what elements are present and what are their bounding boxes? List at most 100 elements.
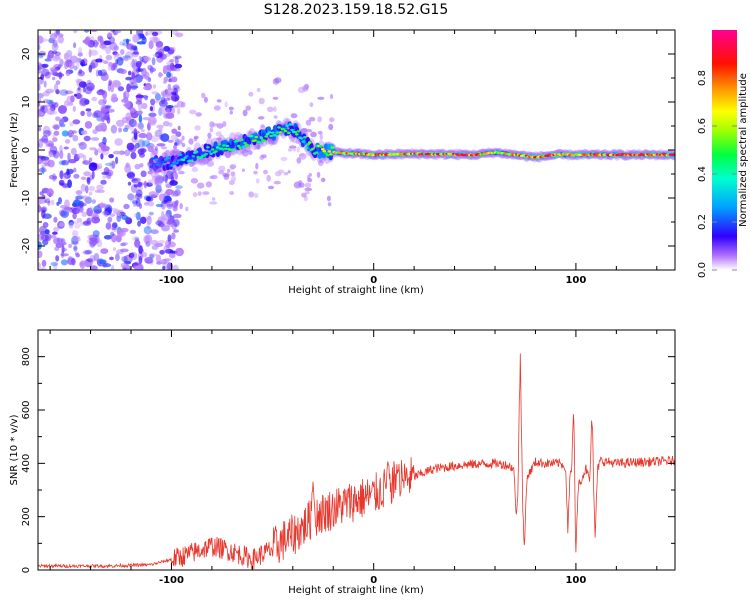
ridge-core bbox=[283, 129, 288, 133]
ridge-core bbox=[176, 159, 181, 162]
ridge-core bbox=[225, 144, 230, 148]
noise-blob bbox=[189, 109, 197, 115]
ridge-core bbox=[304, 146, 309, 150]
noise-blob bbox=[108, 80, 112, 87]
noise-blob bbox=[145, 182, 153, 187]
noise-blob bbox=[308, 116, 316, 122]
noise-blob bbox=[88, 191, 93, 196]
noise-blob bbox=[73, 167, 77, 173]
noise-blob bbox=[135, 94, 144, 99]
noise-blob bbox=[66, 95, 73, 104]
ridge-core bbox=[241, 145, 246, 148]
noise-blob bbox=[38, 35, 44, 44]
noise-blob bbox=[163, 97, 171, 102]
noise-blob bbox=[58, 105, 67, 114]
noise-blob bbox=[78, 261, 85, 267]
noise-blob bbox=[171, 95, 176, 101]
noise-blob bbox=[304, 182, 312, 188]
ridge-outer bbox=[213, 141, 218, 148]
noise-blob bbox=[137, 181, 142, 188]
noise-blob bbox=[130, 251, 138, 260]
noise-blob bbox=[53, 216, 58, 223]
noise-blob bbox=[38, 67, 42, 74]
noise-blob bbox=[259, 154, 265, 160]
noise-blob bbox=[68, 222, 74, 229]
noise-blob bbox=[147, 64, 153, 71]
noise-blob bbox=[96, 184, 104, 191]
x-tick-label: -100 bbox=[159, 575, 184, 586]
ridge-core bbox=[220, 148, 225, 151]
noise-blob bbox=[256, 87, 261, 93]
noise-blob bbox=[167, 139, 174, 143]
noise-blob bbox=[84, 121, 93, 129]
noise-blob bbox=[101, 171, 109, 176]
noise-blob bbox=[155, 203, 164, 208]
noise-blob bbox=[128, 118, 137, 128]
noise-blob bbox=[58, 71, 62, 80]
noise-blob bbox=[169, 180, 178, 186]
noise-blob bbox=[242, 109, 248, 117]
noise-blob bbox=[107, 64, 114, 71]
ridge-core bbox=[222, 144, 226, 147]
noise-blob bbox=[211, 197, 216, 201]
noise-blob bbox=[273, 106, 277, 113]
noise-blob bbox=[41, 157, 51, 165]
noise-blob bbox=[149, 254, 155, 259]
noise-blob bbox=[137, 139, 145, 148]
noise-blob bbox=[53, 262, 58, 270]
noise-blob bbox=[150, 98, 156, 106]
ridge-core bbox=[319, 145, 323, 148]
noise-blob bbox=[77, 153, 85, 159]
noise-blob bbox=[165, 188, 174, 196]
noise-blob bbox=[141, 142, 145, 150]
noise-blob bbox=[292, 147, 297, 152]
noise-blob bbox=[227, 168, 231, 173]
noise-blob bbox=[129, 107, 136, 113]
noise-blob bbox=[83, 171, 91, 177]
ridge-core bbox=[274, 134, 278, 137]
noise-blob bbox=[126, 43, 134, 50]
noise-blob bbox=[86, 258, 94, 263]
noise-blob bbox=[78, 141, 87, 150]
noise-blob bbox=[157, 216, 165, 225]
noise-blob bbox=[151, 91, 159, 95]
noise-blob bbox=[166, 105, 174, 109]
noise-blob bbox=[179, 202, 183, 210]
noise-blob bbox=[89, 254, 96, 263]
noise-blob bbox=[61, 245, 65, 254]
noise-blob bbox=[109, 197, 115, 203]
noise-blob bbox=[172, 213, 182, 219]
noise-blob bbox=[49, 110, 58, 115]
noise-blob bbox=[245, 105, 251, 111]
noise-blob bbox=[141, 140, 151, 147]
noise-blob bbox=[67, 168, 74, 174]
noise-blob bbox=[181, 143, 186, 147]
y-tick-label: 800 bbox=[21, 347, 32, 366]
noise-blob bbox=[113, 45, 119, 51]
noise-blob bbox=[91, 96, 98, 102]
noise-blob bbox=[174, 55, 182, 59]
noise-blob bbox=[82, 250, 92, 255]
ridge-core bbox=[303, 136, 307, 139]
noise-blob bbox=[119, 227, 129, 233]
noise-blob bbox=[42, 213, 52, 219]
noise-blob bbox=[88, 185, 96, 192]
noise-blob bbox=[111, 233, 117, 243]
ridge-core bbox=[236, 144, 241, 148]
noise-blob bbox=[105, 105, 111, 109]
noise-blob bbox=[101, 145, 110, 152]
noise-blob bbox=[43, 80, 47, 88]
noise-blob bbox=[48, 151, 53, 158]
ridge-core bbox=[282, 128, 286, 131]
noise-blob bbox=[136, 110, 143, 115]
noise-blob bbox=[80, 176, 87, 180]
noise-blob bbox=[72, 212, 77, 220]
noise-blob bbox=[98, 89, 104, 93]
noise-blob bbox=[166, 64, 175, 71]
spectrogram-y-label: Frequency (Hz) bbox=[9, 112, 20, 188]
noise-blob bbox=[116, 56, 124, 66]
noise-blob bbox=[133, 128, 137, 134]
noise-blob bbox=[67, 257, 75, 266]
noise-blob bbox=[148, 211, 154, 216]
noise-blob bbox=[61, 130, 69, 137]
